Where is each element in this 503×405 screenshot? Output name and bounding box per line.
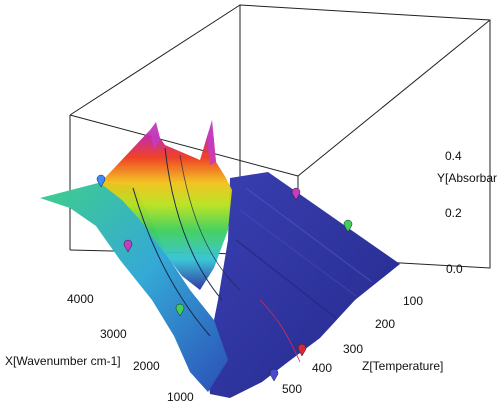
marker-pin (269, 368, 279, 382)
contour-line (164, 147, 223, 301)
x-tick-label: 1000 (167, 390, 194, 404)
z-tick-label: 100 (403, 294, 423, 308)
marker-pin (291, 187, 301, 201)
x-tick-label: 3000 (100, 327, 127, 341)
marker-pin (123, 239, 133, 253)
flat-band-line (245, 187, 373, 283)
surface-low-wavenumber-ridge (40, 182, 228, 392)
contour-line (259, 299, 301, 363)
contour-line (132, 187, 211, 337)
box-edge-top-left (69, 4, 241, 116)
surface (40, 120, 400, 398)
marker-pin (343, 219, 353, 233)
box-edge-top-right (297, 19, 491, 177)
box-edge-top-front (69, 114, 299, 177)
x-tick-label: 4000 (67, 292, 94, 306)
y-tick-label: 0.2 (445, 206, 462, 220)
contour-line (179, 154, 241, 291)
surface-peak-region (100, 120, 232, 290)
z-tick-label: 400 (312, 361, 332, 375)
flat-band-line (239, 209, 357, 297)
x-axis-title: X[Wavenumber cm-1] (5, 354, 121, 368)
z-tick-label: 500 (282, 382, 302, 396)
y-tick-label: 0.4 (445, 149, 462, 163)
surface-flat-region (206, 172, 400, 398)
box-back-face (239, 4, 491, 269)
markers (96, 174, 353, 382)
marker-pin (175, 303, 185, 317)
y-tick-label: 0.0 (446, 262, 463, 276)
surface-peak-highlight-right (207, 120, 216, 165)
z-tick-label: 200 (375, 317, 395, 331)
y-axis-title: Y[Absorbar (437, 171, 497, 185)
z-tick-label: 300 (343, 342, 363, 356)
flat-band-line (235, 239, 337, 319)
x-tick-label: 2000 (133, 359, 160, 373)
marker-pin (297, 343, 307, 357)
axis-labels: 0.4 0.2 0.0 Y[Absorbar 4000 3000 2000 10… (5, 149, 497, 404)
surface-peak-highlight (150, 122, 160, 150)
marker-pin (96, 174, 106, 188)
z-axis-title: Z[Temperature] (362, 359, 443, 373)
